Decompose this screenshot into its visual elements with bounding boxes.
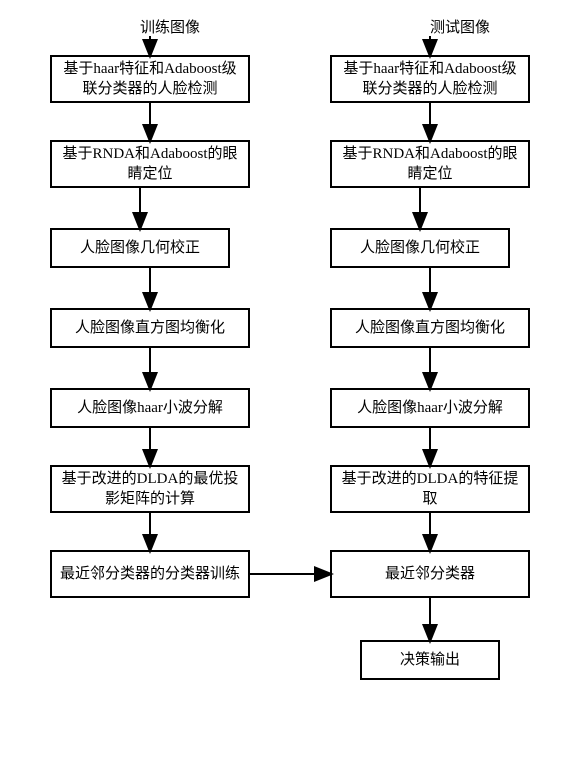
node-l3: 人脸图像几何校正 [50,228,230,268]
node-r4: 人脸图像直方图均衡化 [330,308,530,348]
node-r1: 基于haar特征和Adaboost级联分类器的人脸检测 [330,55,530,103]
node-r7: 最近邻分类器 [330,550,530,598]
node-r2: 基于RNDA和Adaboost的眼睛定位 [330,140,530,188]
node-l2: 基于RNDA和Adaboost的眼睛定位 [50,140,250,188]
node-r8: 决策输出 [360,640,500,680]
flowchart-canvas: 训练图像 测试图像 基于haar特征和Adaboost级联分类器的人脸检测 基于… [0,0,568,760]
node-l4: 人脸图像直方图均衡化 [50,308,250,348]
right-column-title: 测试图像 [420,16,500,37]
node-r6: 基于改进的DLDA的特征提取 [330,465,530,513]
node-r3: 人脸图像几何校正 [330,228,510,268]
node-l6: 基于改进的DLDA的最优投影矩阵的计算 [50,465,250,513]
node-l1: 基于haar特征和Adaboost级联分类器的人脸检测 [50,55,250,103]
node-l7: 最近邻分类器的分类器训练 [50,550,250,598]
node-l5: 人脸图像haar小波分解 [50,388,250,428]
left-column-title: 训练图像 [130,16,210,37]
node-r5: 人脸图像haar小波分解 [330,388,530,428]
